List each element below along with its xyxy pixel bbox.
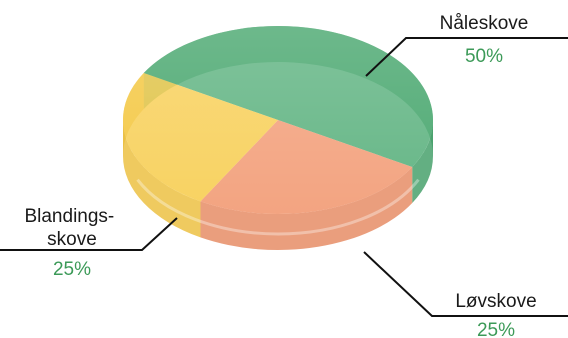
value-label-naleskove: 50% xyxy=(465,46,503,67)
pie-rim xyxy=(123,26,433,236)
value-label-blandingsskove: 25% xyxy=(53,259,91,280)
pie-top-shine xyxy=(123,26,433,214)
wall-front-blandingsskove xyxy=(122,120,201,238)
leader-line-blandingsskove xyxy=(0,217,178,251)
label-lovskove: Løvskove xyxy=(455,291,536,312)
leader-line-naleskove xyxy=(365,37,568,77)
label-blandingsskove: Blandings- skove xyxy=(24,206,119,250)
pie-rim-highlight xyxy=(136,178,420,236)
wall-front-naleskove xyxy=(412,120,433,203)
label-naleskove: Nåleskove xyxy=(440,13,529,34)
label-blandingsskove-line1: Blandings- xyxy=(24,206,114,227)
value-label-lovskove: 25% xyxy=(477,320,515,338)
slice-labels: Nåleskove 50% Løvskove 25% Blandings- sk… xyxy=(24,13,536,338)
wall-front-lovskove xyxy=(200,167,413,250)
leader-line-lovskove xyxy=(363,251,568,317)
label-blandingsskove-line2: skove xyxy=(47,229,97,250)
leader-lines xyxy=(0,37,568,317)
